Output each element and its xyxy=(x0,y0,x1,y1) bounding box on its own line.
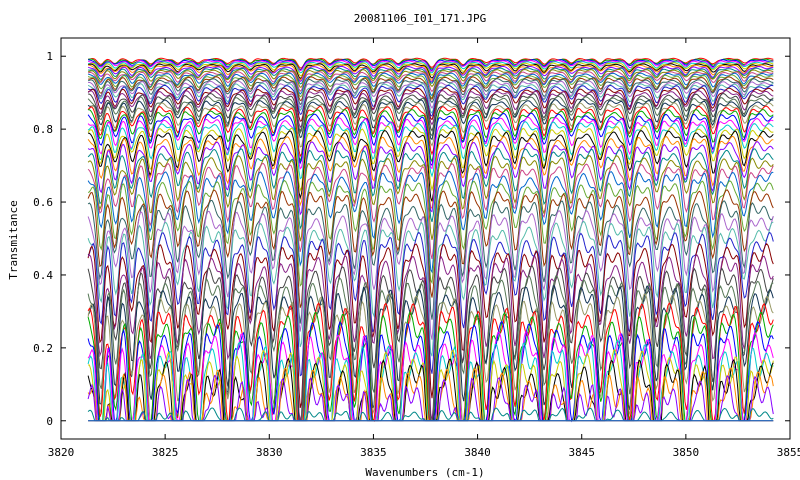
spectrum-line xyxy=(88,76,774,102)
spectrum-line xyxy=(87,105,774,158)
spectrum-line xyxy=(87,116,774,170)
spectrum-line xyxy=(87,78,774,106)
plot-area xyxy=(87,57,774,423)
spectrum-line xyxy=(87,210,774,340)
spectrum-line xyxy=(87,199,774,324)
x-axis: 3820 3825 3830 3835 3840 3845 3850 3855 xyxy=(48,38,800,459)
spectrum-line xyxy=(88,80,774,109)
x-tick-label: 3850 xyxy=(673,446,700,459)
spectrum-line xyxy=(87,253,774,421)
x-axis-label: Wavenumbers (cm-1) xyxy=(365,466,484,479)
spectrum-line xyxy=(88,67,774,85)
spectrum-line xyxy=(87,220,774,357)
plot-frame xyxy=(60,37,791,440)
spectrum-line xyxy=(87,147,774,230)
spectrum-line xyxy=(87,58,774,71)
y-tick-label: 0.2 xyxy=(33,342,53,355)
spectrum-line xyxy=(87,87,774,122)
x-tick-label: 3845 xyxy=(568,446,595,459)
spectrum-line xyxy=(88,64,774,81)
spectrum-line xyxy=(87,162,774,260)
x-tick-label: 3835 xyxy=(360,446,387,459)
spectrum-line xyxy=(87,231,774,377)
spectrum-line xyxy=(87,141,774,216)
spectrum-line xyxy=(87,62,774,77)
y-tick-label: 0 xyxy=(46,415,53,428)
y-axis-label: Transmitance xyxy=(7,200,20,279)
series-lines xyxy=(87,57,774,423)
spectrum-line xyxy=(87,99,774,141)
spectrum-line xyxy=(87,57,774,69)
x-tick-label: 3825 xyxy=(152,446,179,459)
x-tick-label: 3840 xyxy=(464,446,491,459)
spectrum-line xyxy=(88,61,774,74)
spectrum-line xyxy=(88,108,774,163)
y-tick-label: 0.6 xyxy=(33,196,53,209)
spectrum-line xyxy=(87,243,774,409)
spectrum-line xyxy=(87,102,774,148)
x-tick-label: 3855 xyxy=(777,446,800,459)
spectrum-line xyxy=(87,125,774,193)
spectrum-line xyxy=(87,63,774,80)
spectrum-line xyxy=(87,155,774,242)
spectrum-line xyxy=(87,82,774,114)
y-tick-label: 1 xyxy=(46,50,53,63)
spectrum-line xyxy=(87,68,774,88)
x-tick-label: 3820 xyxy=(48,446,75,459)
spectrum-line xyxy=(87,121,774,180)
y-axis: 0 0.2 0.4 0.6 0.8 1 xyxy=(33,50,790,428)
spectrum-line xyxy=(87,189,774,308)
spectrum-line xyxy=(88,92,774,133)
spectrum-line xyxy=(87,89,774,129)
x-tick-label: 3830 xyxy=(256,446,283,459)
spectrum-line xyxy=(87,72,774,97)
y-tick-label: 0.4 xyxy=(33,269,53,282)
y-tick-label: 0.8 xyxy=(33,123,53,136)
chart-title: 20081106_I01_171.JPG xyxy=(354,12,486,25)
spectrum-line xyxy=(88,130,774,202)
spectrum-line xyxy=(87,70,774,93)
